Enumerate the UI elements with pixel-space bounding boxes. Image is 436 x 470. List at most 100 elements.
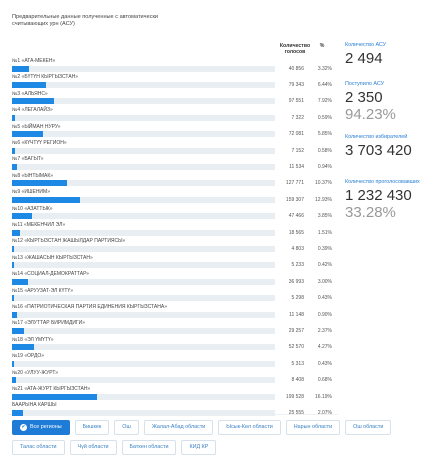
party-name: №11 «МЕКЕНЧИЛ ЭЛ» — [12, 222, 66, 228]
vote-count: 18 565 — [288, 229, 304, 236]
vote-bar — [12, 393, 98, 400]
bar-track — [12, 311, 275, 318]
vote-percent: 0.94% — [317, 163, 332, 170]
party-name: №13 «ЖАШАСЫН КЫРГЫЗСТАН» — [12, 254, 93, 261]
party-name: №19 «ОРДО» — [12, 353, 45, 360]
bar-track — [12, 98, 275, 105]
vote-count: 5 298 — [291, 295, 304, 302]
region-button[interactable]: Талас области — [12, 440, 65, 455]
region-filters: Все регионы Бишкек Ош Жалал-Абад области Ысы… — [12, 420, 412, 455]
vote-bar — [12, 114, 16, 121]
vote-percent: 0.68% — [317, 377, 332, 384]
party-name: №16 «ПАТРИОТИЧЕСКАЯ ПАРТИЯ ЕДИНЕНИЯ КЫРГ… — [12, 304, 167, 310]
vote-bar — [12, 65, 30, 72]
bar-track — [12, 262, 275, 269]
vote-count: 97 551 — [288, 98, 304, 105]
vote-bar — [12, 360, 15, 367]
vote-count: 159 307 — [285, 196, 304, 203]
vote-percent: 16.19% — [315, 393, 332, 400]
stat-value: 3 703 420 — [345, 142, 412, 159]
vote-count: 5 313 — [291, 360, 304, 367]
vote-count: 11 534 — [289, 163, 304, 170]
region-button[interactable]: Чүй области — [69, 440, 117, 455]
region-button[interactable]: Ош — [114, 420, 139, 435]
vote-bar — [12, 278, 28, 285]
party-name: №10 «АЗАТТЫК» — [12, 205, 53, 212]
vote-bar — [12, 262, 15, 269]
stat-label: Количество АСУ — [345, 42, 387, 48]
vote-count: 29 257 — [288, 327, 304, 334]
vote-bar — [12, 196, 80, 203]
bar-track — [12, 245, 275, 252]
party-name: №1 «АТА-МЕКЕН» — [12, 58, 56, 64]
vote-count: 127 771 — [285, 180, 304, 187]
party-name: №12 «КЫРГЫЗСТАН ЖАШЫЛДАР ПАРТИЯСЫ» — [12, 238, 126, 245]
bar-track — [12, 278, 275, 285]
vote-bar — [12, 245, 15, 252]
bar-track — [12, 377, 275, 384]
vote-percent: 0.58% — [317, 147, 332, 154]
vote-percent: 0.42% — [317, 262, 332, 269]
region-button[interactable]: КИД КР — [181, 440, 217, 455]
vote-percent: 12.93% — [315, 196, 332, 203]
party-name: №2 «БҮТҮН КЫРГЫЗСТАН» — [12, 74, 79, 81]
region-button[interactable]: Жалал-Абад области — [143, 420, 214, 435]
page-title: Предварительные данные полученные с авто… — [12, 14, 159, 27]
vote-percent: 6.44% — [317, 81, 332, 88]
vote-count: 5 233 — [291, 262, 304, 269]
vote-bar — [12, 81, 46, 88]
vote-percent: 0.90% — [317, 311, 332, 318]
bar-track — [12, 180, 275, 187]
vote-count: 25 555 — [288, 409, 304, 416]
vote-count: 7 322 — [291, 114, 304, 121]
bar-track — [12, 163, 275, 170]
vote-bar — [12, 344, 35, 351]
stat-label: Поступило АСУ — [345, 81, 385, 87]
bar-track — [12, 147, 275, 154]
stat-label: Количество избирателей — [345, 134, 408, 140]
vote-percent: 0.39% — [317, 245, 332, 252]
vote-bar — [12, 295, 15, 302]
vote-count: 199 528 — [285, 393, 304, 400]
vote-bar — [12, 131, 43, 138]
party-name: БААРЫНА КАРШЫ — [12, 402, 57, 409]
region-button[interactable]: Ысык-Көл области — [218, 420, 281, 435]
region-button[interactable]: Ош области — [345, 420, 392, 435]
vote-percent: 10.37% — [315, 180, 332, 187]
party-name: №4 «ЛЕГАЛАЙЗ» — [12, 107, 53, 114]
vote-percent: 0.43% — [317, 295, 332, 302]
bar-track — [12, 295, 275, 302]
stat-percent: 94.23% — [345, 106, 396, 123]
party-name: №21 «АТА-ЖУРТ КЫРГЫЗСТАН» — [12, 386, 91, 392]
region-button[interactable]: Нарын области — [285, 420, 341, 435]
party-name: №14 «СОЦИАЛ-ДЕМОКРАТТАР» — [12, 271, 89, 278]
vote-count: 52 570 — [288, 344, 304, 351]
vote-count: 79 343 — [288, 81, 304, 88]
vote-percent: 0.43% — [317, 360, 332, 367]
bar-track — [12, 409, 275, 416]
region-button[interactable]: Бишкек — [74, 420, 110, 435]
vote-percent: 2.07% — [317, 409, 332, 416]
party-name: №15 «АРУУЗАТ-ЭЛ КҮТҮ» — [12, 287, 73, 294]
bar-track — [12, 360, 275, 367]
vote-percent: 5.85% — [317, 131, 332, 138]
vote-count: 8 408 — [291, 377, 304, 384]
bar-track — [12, 196, 275, 203]
party-name: №5 «ЫЙМАН НУРУ» — [12, 123, 61, 130]
column-header: % — [319, 43, 325, 49]
region-button[interactable]: Все регионы — [12, 420, 70, 435]
stat-value: 1 232 430 — [345, 187, 412, 204]
bar-track — [12, 229, 275, 236]
vote-count: 47 466 — [288, 213, 304, 220]
vote-bar — [12, 213, 33, 220]
bar-track — [12, 327, 275, 334]
region-button[interactable]: Баткен области — [121, 440, 177, 455]
vote-percent: 3.32% — [317, 65, 332, 72]
party-name: №18 «ЭЛ ҮМҮТҮ» — [12, 336, 54, 343]
vote-percent: 7.92% — [317, 98, 332, 105]
vote-bar — [12, 98, 54, 105]
vote-percent: 3.00% — [317, 278, 332, 285]
vote-count: 40 856 — [288, 65, 304, 72]
